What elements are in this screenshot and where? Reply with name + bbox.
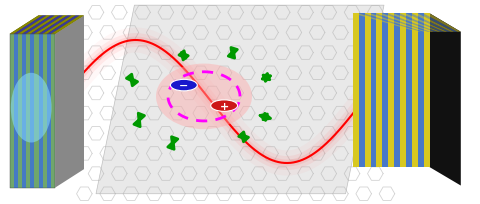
- Polygon shape: [383, 14, 438, 33]
- Polygon shape: [418, 14, 457, 33]
- Polygon shape: [47, 35, 51, 188]
- Polygon shape: [365, 14, 371, 167]
- Text: +: +: [219, 101, 229, 111]
- Polygon shape: [55, 16, 84, 188]
- Polygon shape: [30, 16, 63, 35]
- Polygon shape: [388, 14, 441, 33]
- Polygon shape: [22, 16, 55, 35]
- Polygon shape: [26, 16, 59, 35]
- Polygon shape: [35, 35, 38, 188]
- Polygon shape: [353, 14, 461, 33]
- Polygon shape: [406, 14, 451, 33]
- Polygon shape: [353, 14, 359, 167]
- Polygon shape: [383, 14, 388, 167]
- Polygon shape: [10, 35, 55, 188]
- Polygon shape: [10, 16, 84, 35]
- Ellipse shape: [156, 64, 252, 130]
- Polygon shape: [418, 14, 424, 167]
- Polygon shape: [371, 14, 376, 167]
- Polygon shape: [14, 16, 47, 35]
- Polygon shape: [394, 14, 444, 33]
- Polygon shape: [14, 35, 18, 188]
- Ellipse shape: [11, 73, 52, 143]
- Polygon shape: [30, 35, 35, 188]
- Polygon shape: [10, 35, 14, 188]
- Polygon shape: [365, 14, 428, 33]
- Circle shape: [211, 100, 238, 112]
- Polygon shape: [10, 16, 43, 35]
- Polygon shape: [412, 14, 454, 33]
- Polygon shape: [400, 14, 447, 33]
- Polygon shape: [35, 16, 67, 35]
- Polygon shape: [424, 14, 430, 167]
- Polygon shape: [51, 35, 55, 188]
- Polygon shape: [47, 16, 80, 35]
- Polygon shape: [394, 14, 400, 167]
- Polygon shape: [376, 14, 383, 167]
- Polygon shape: [96, 6, 384, 194]
- Polygon shape: [359, 14, 365, 167]
- Polygon shape: [18, 35, 22, 188]
- Polygon shape: [424, 14, 461, 33]
- Polygon shape: [376, 14, 434, 33]
- Polygon shape: [406, 14, 412, 167]
- Polygon shape: [430, 14, 461, 186]
- Circle shape: [170, 80, 197, 91]
- Polygon shape: [18, 16, 51, 35]
- Polygon shape: [400, 14, 406, 167]
- Polygon shape: [412, 14, 418, 167]
- Polygon shape: [353, 14, 421, 33]
- Polygon shape: [38, 16, 72, 35]
- Polygon shape: [38, 35, 43, 188]
- Polygon shape: [359, 14, 424, 33]
- Polygon shape: [388, 14, 394, 167]
- Polygon shape: [26, 35, 30, 188]
- Polygon shape: [22, 35, 26, 188]
- Polygon shape: [43, 16, 76, 35]
- Polygon shape: [371, 14, 431, 33]
- Polygon shape: [43, 35, 47, 188]
- Text: −: −: [179, 81, 189, 91]
- Polygon shape: [51, 16, 84, 35]
